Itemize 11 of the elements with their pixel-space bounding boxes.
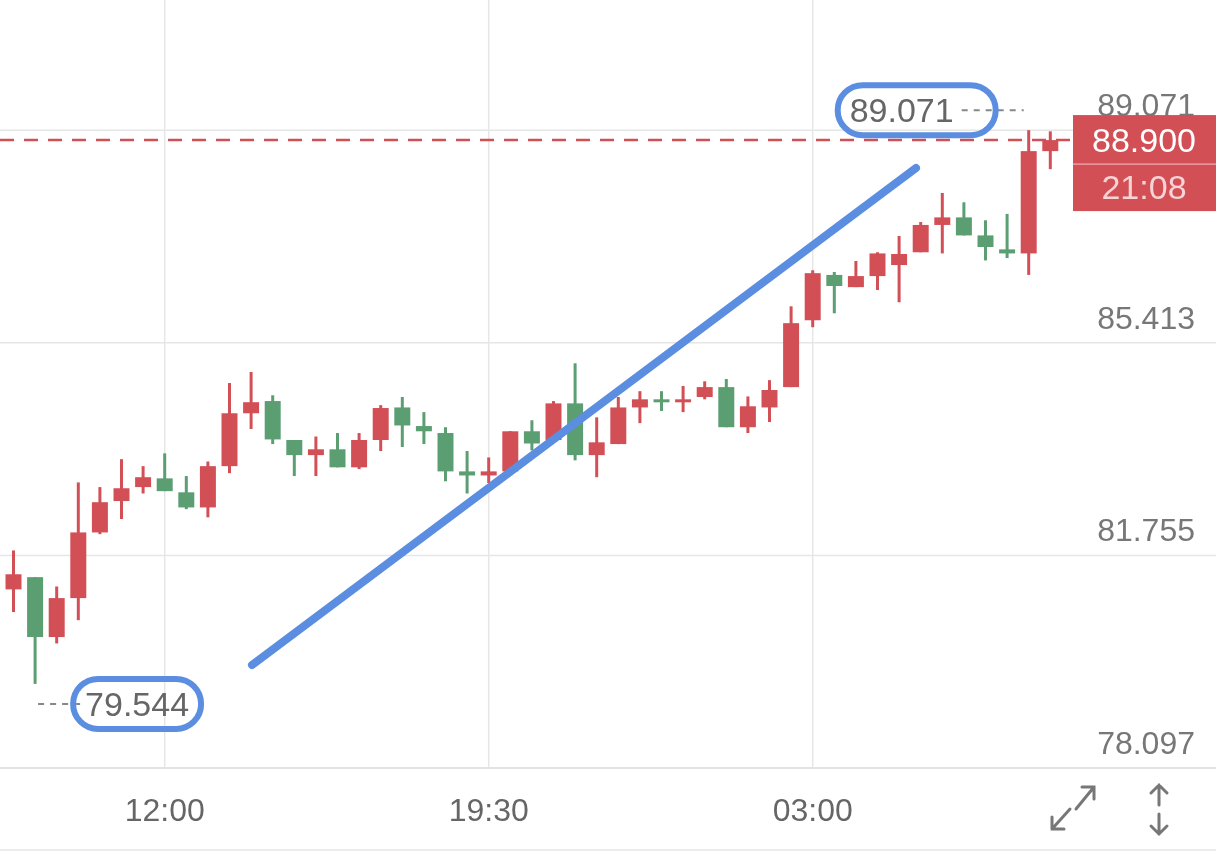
y-tick-label: 89.071 [1097, 87, 1195, 124]
text: 21:08 [1101, 168, 1187, 207]
x-tick-label: 19:30 [448, 792, 529, 828]
annotation: 79.544 [85, 684, 190, 723]
x-tick-label: 12:00 [124, 792, 205, 828]
y-tick-label: 85.413 [1097, 299, 1195, 336]
y-tick-label: 78.097 [1097, 725, 1195, 761]
ref-line-label: 88.900 [1092, 121, 1196, 160]
annotation: 89.071 [849, 91, 954, 130]
y-tick-label: 81.755 [1097, 512, 1195, 549]
x-tick-label: 03:00 [772, 792, 853, 828]
